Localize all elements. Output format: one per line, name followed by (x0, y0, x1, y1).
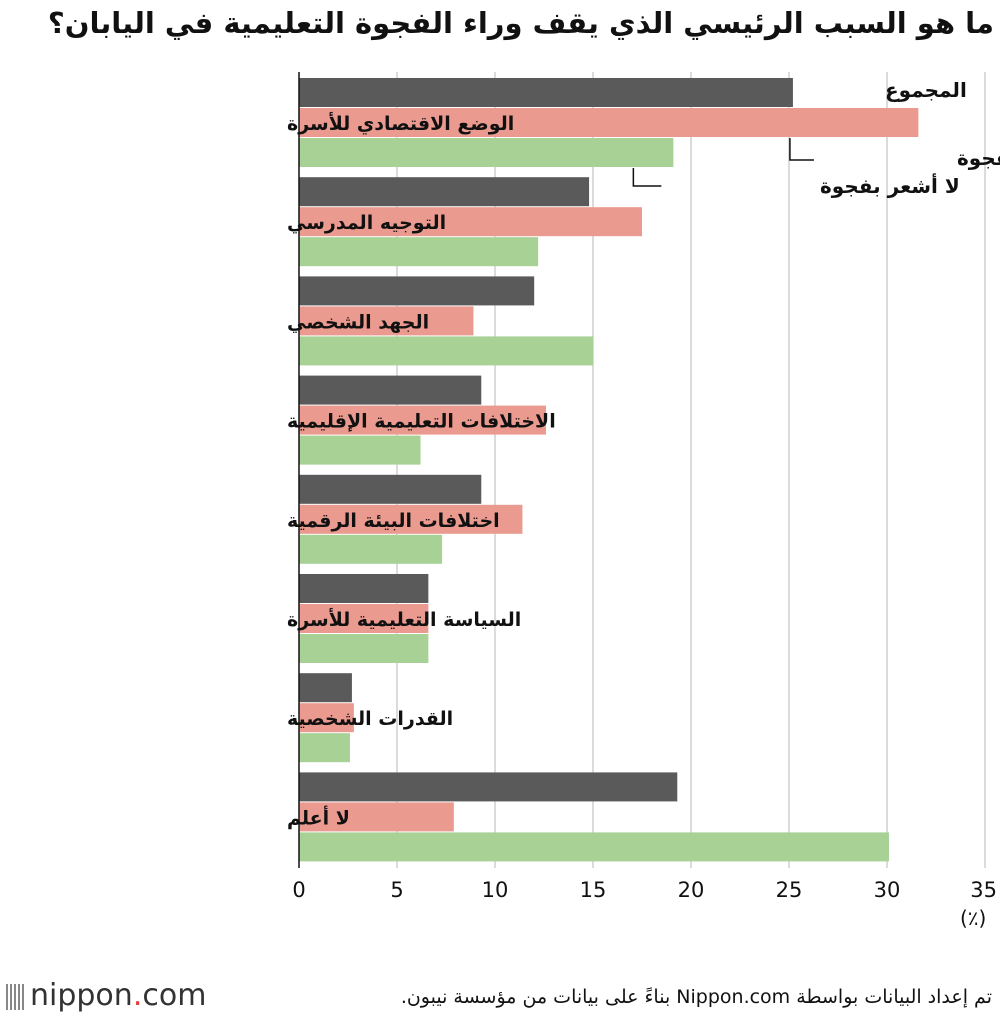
bar (299, 108, 919, 137)
bar (299, 138, 674, 167)
logo-suffix: com (142, 978, 207, 1013)
bar (299, 604, 429, 633)
x-tick-label: 25 (776, 878, 803, 902)
bar (299, 634, 429, 663)
category-label: القدرات الشخصية (287, 708, 453, 730)
bar (299, 336, 593, 366)
x-tick-label: 20 (678, 878, 705, 902)
logo-dot: . (132, 978, 143, 1013)
bar (299, 772, 678, 802)
x-tick-labels: 0 5 10 15 20 25 30 35 (292, 878, 997, 902)
logo-mark-icon (6, 983, 24, 1010)
bar (299, 474, 482, 504)
bar (299, 504, 523, 534)
legend-label-total: المجموع (885, 78, 967, 102)
bar (299, 306, 474, 336)
bar (299, 207, 642, 237)
legend-label-feel: أشعر بفجوة (957, 144, 1000, 170)
bar-chart: الوضع الاقتصادي للأسرة التوجيه المدرسي الج… (287, 72, 1000, 902)
category-labels: الوضع الاقتصادي للأسرة التوجيه المدرسي الج… (287, 112, 556, 829)
nippon-logo: nippon.com (6, 978, 206, 1013)
legend-label-no-feel: لا أشعر بفجوة (820, 172, 960, 198)
bar (299, 237, 539, 267)
category-label: اختلافات البيئة الرقمية (287, 510, 500, 532)
bar (299, 703, 354, 733)
source-note: تم إعداد البيانات بواسطة Nippon.com بناء… (400, 986, 992, 1008)
category-label: السياسة التعليمية للأسرة (287, 608, 521, 631)
legend-leader-no-feel (632, 168, 662, 187)
x-tick-label: 5 (390, 878, 403, 902)
x-tick-label: 30 (874, 878, 901, 902)
bar (299, 375, 482, 405)
category-label: لا أعلم (287, 805, 350, 829)
category-label: الاختلافات التعليمية الإقليمية (287, 411, 556, 433)
x-tick-label: 10 (482, 878, 509, 902)
x-tick-label: 35 (970, 878, 997, 902)
bars (299, 78, 919, 862)
legend-leader-feel (789, 138, 814, 161)
unit-label: (٪) (960, 906, 987, 930)
bar (299, 802, 454, 832)
bar (299, 177, 590, 207)
category-label: الجهد الشخصي (287, 311, 429, 333)
x-tick-label: 15 (580, 878, 607, 902)
bar (299, 733, 350, 763)
bar (299, 405, 546, 435)
category-label: التوجيه المدرسي (287, 212, 446, 234)
bar (299, 276, 535, 306)
bar (299, 574, 429, 603)
chart-title: ما هو السبب الرئيسي الذي يقف وراء الفجوة… (47, 6, 994, 40)
bar (299, 435, 421, 465)
bar (299, 673, 352, 703)
category-label: الوضع الاقتصادي للأسرة (287, 112, 514, 136)
legend: المجموع أشعر بفجوةلا أشعر بفجوة (632, 78, 1000, 198)
bar (299, 832, 889, 862)
logo-name: nippon (30, 978, 133, 1013)
x-tick-label: 0 (292, 878, 305, 902)
bar (299, 78, 793, 107)
bar (299, 534, 443, 564)
